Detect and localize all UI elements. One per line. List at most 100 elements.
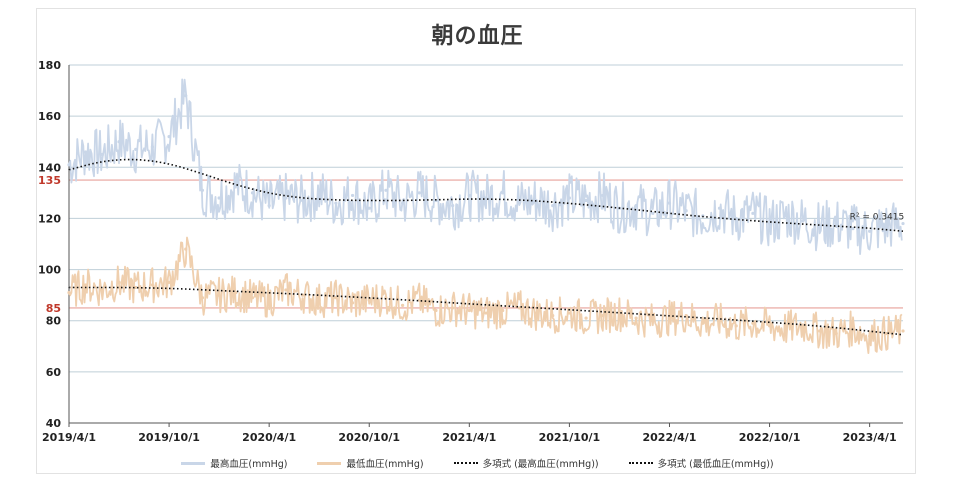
- y-tick-label-80: 80: [46, 315, 62, 328]
- series-1-point-25: [484, 311, 488, 315]
- series-0-point-9: [217, 196, 221, 200]
- series-line-0: [68, 78, 903, 255]
- y-tick-label-180: 180: [38, 59, 61, 72]
- x-tick-label-4: 2021/4/1: [442, 431, 496, 444]
- series-1-point-24: [467, 308, 471, 313]
- x-tick-label-8: 2023/4/1: [843, 431, 897, 444]
- y-tick-label-60: 60: [46, 366, 62, 379]
- series-0-point-30: [567, 196, 572, 200]
- y-tick-label-120: 120: [38, 212, 61, 225]
- series-1-point-21: [417, 298, 421, 302]
- series-0-point-13: [284, 196, 288, 200]
- series-1-point-18: [367, 298, 371, 302]
- series-1-point-43: [784, 326, 788, 330]
- series-1-point-23: [451, 306, 455, 310]
- series-1-point-46: [834, 331, 838, 336]
- series-1-point-6: [167, 280, 171, 284]
- series-0-point-1: [84, 150, 88, 154]
- x-tick-label-2: 2020/4/1: [242, 431, 296, 444]
- series-1-point-50: [901, 329, 905, 333]
- series-1-point-44: [801, 324, 805, 328]
- series-1-point-15: [317, 298, 321, 302]
- series-0-point-0: [67, 163, 71, 167]
- legend-item-systolic-trend[interactable]: 多項式 (最高血圧(mmHg)): [453, 456, 599, 470]
- series-0-point-47: [851, 227, 855, 231]
- series-0-point-43: [784, 214, 788, 218]
- series-1-point-29: [551, 314, 555, 318]
- series-1-point-20: [401, 303, 405, 307]
- series-0-point-4: [134, 147, 138, 151]
- series-0-point-12: [267, 204, 271, 208]
- series-0-point-14: [300, 198, 305, 203]
- legend-item-diastolic[interactable]: 最低血圧(mmHg): [317, 456, 424, 470]
- series-0-point-19: [384, 188, 388, 192]
- series-1-point-42: [767, 324, 772, 328]
- series-0-point-35: [651, 211, 655, 215]
- x-tick-label-5: 2021/10/1: [539, 431, 601, 444]
- series-1-point-30: [567, 311, 572, 315]
- legend-swatch-diastolic-trend: [628, 462, 653, 464]
- series-0-point-34: [634, 204, 638, 208]
- legend-swatch-systolic: [181, 461, 206, 465]
- trend-line-3: [68, 286, 904, 336]
- series-0-point-31: [584, 198, 588, 203]
- series-1-point-4: [134, 285, 138, 290]
- series-1-point-22: [434, 308, 438, 313]
- trend-line-2: [68, 158, 904, 233]
- series-1-point-9: [217, 293, 221, 297]
- r-squared-annotation: R² = 0.3415: [850, 213, 905, 223]
- series-1-point-28: [534, 311, 538, 315]
- x-tick-label-1: 2019/10/1: [138, 431, 200, 444]
- chart-frame: [36, 8, 916, 474]
- series-1-point-36: [667, 316, 672, 320]
- series-0-point-26: [501, 191, 505, 195]
- x-tick-label-7: 2022/10/1: [739, 431, 801, 444]
- series-0-point-50: [901, 221, 905, 226]
- series-1-point-7: [184, 247, 188, 251]
- series-0-point-2: [100, 152, 104, 157]
- series-1-point-10: [234, 290, 238, 295]
- series-0-point-16: [334, 201, 338, 205]
- series-1-point-41: [751, 321, 755, 325]
- series-1-point-8: [200, 296, 205, 300]
- series-1-point-26: [501, 308, 505, 313]
- series-1-point-49: [884, 331, 888, 336]
- y-tick-label-100: 100: [38, 264, 61, 277]
- series-0-point-46: [834, 221, 838, 226]
- series-0-point-23: [451, 204, 455, 208]
- series-line-1: [68, 236, 903, 354]
- series-0-point-20: [401, 201, 405, 205]
- legend: 最高血圧(mmHg) 最低血圧(mmHg) 多項式 (最高血圧(mmHg)) 多…: [0, 456, 955, 470]
- series-1-point-2: [100, 288, 104, 292]
- series-1-point-39: [717, 319, 722, 323]
- x-tick-label-3: 2020/10/1: [338, 431, 400, 444]
- series-1-point-35: [651, 319, 655, 323]
- series-0-point-6: [167, 135, 171, 139]
- legend-item-diastolic-trend[interactable]: 多項式 (最低血圧(mmHg)): [628, 456, 774, 470]
- series-1-point-17: [350, 301, 355, 305]
- legend-item-systolic[interactable]: 最高血圧(mmHg): [181, 456, 287, 470]
- y-tick-label-40: 40: [46, 417, 62, 430]
- series-0-point-3: [117, 140, 121, 144]
- legend-label-diastolic: 最低血圧(mmHg): [346, 459, 424, 470]
- legend-label-systolic: 最高血圧(mmHg): [210, 459, 288, 470]
- legend-swatch-diastolic: [317, 461, 342, 465]
- series-0-point-15: [317, 191, 321, 195]
- series-1-point-1: [84, 283, 88, 287]
- series-0-point-41: [751, 211, 755, 215]
- series-0-point-32: [601, 193, 605, 198]
- series-1-point-48: [868, 334, 872, 338]
- series-0-point-17: [350, 193, 355, 198]
- series-1-point-40: [734, 324, 738, 328]
- series-0-point-25: [484, 196, 488, 200]
- series-1-point-33: [617, 311, 622, 315]
- legend-swatch-systolic-trend: [453, 462, 478, 464]
- series-1-point-12: [267, 298, 271, 302]
- series-1-point-11: [250, 296, 255, 300]
- series-0-point-44: [801, 219, 805, 223]
- legend-label-systolic-trend: 多項式 (最高血圧(mmHg)): [482, 459, 599, 470]
- series-0-point-49: [884, 224, 888, 228]
- y-tick-label-160: 160: [38, 110, 61, 123]
